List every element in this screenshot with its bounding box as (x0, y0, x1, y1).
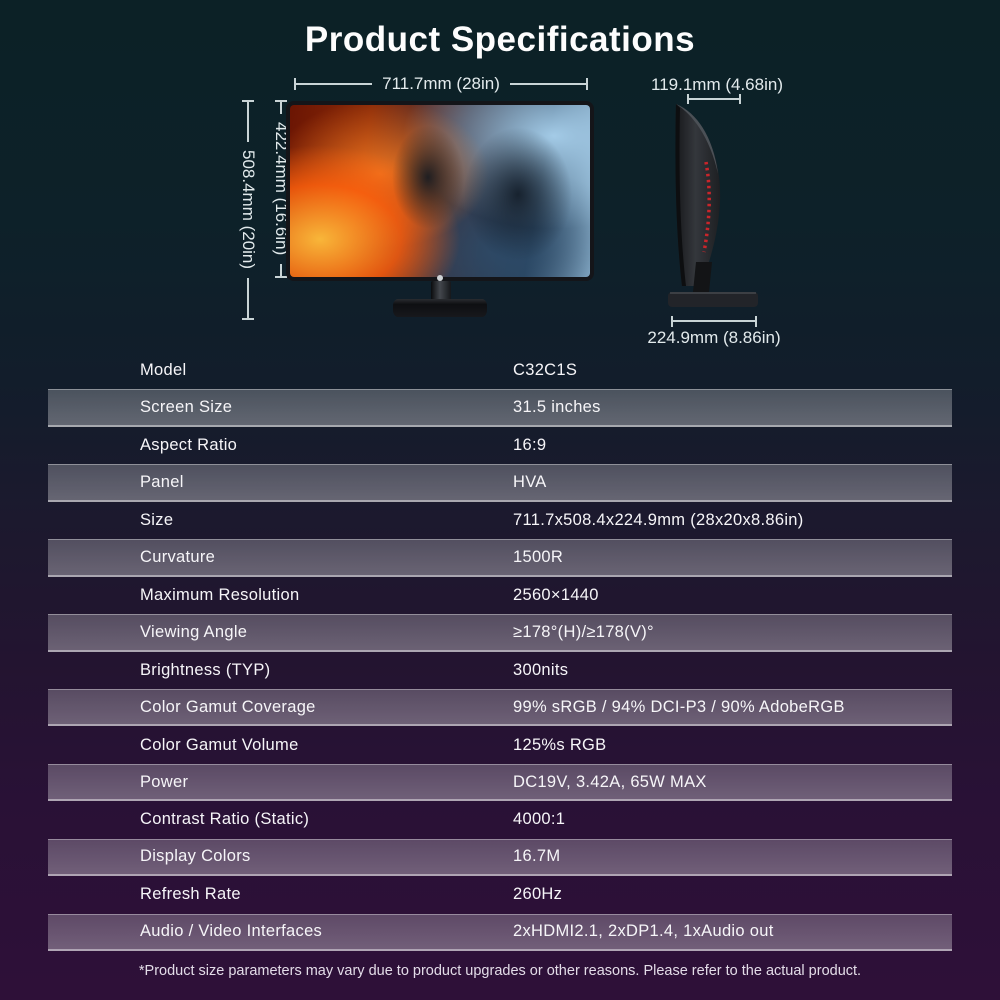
spec-label: Screen Size (140, 398, 233, 417)
spec-value: 2560×1440 (513, 585, 599, 604)
spec-row: Color Gamut Volume 125%s RGB (48, 726, 952, 763)
side-base-label: 224.9mm (8.86in) (647, 328, 781, 347)
spec-row: Curvature 1500R (48, 539, 952, 577)
page-title: Product Specifications (304, 20, 696, 59)
spec-row: Refresh Rate 260Hz (48, 876, 952, 913)
side-base-dimension (671, 314, 757, 328)
spec-label: Size (140, 510, 174, 529)
spec-value: 260Hz (513, 885, 563, 904)
spec-table: Model C32C1S Screen Size 31.5 inches Asp… (48, 352, 952, 951)
dimension-line (247, 102, 249, 143)
monitor-stand-base (393, 299, 487, 317)
dimension-tick (739, 94, 741, 104)
dimension-line (673, 320, 755, 322)
spec-label: Aspect Ratio (140, 436, 238, 455)
spec-row: Display Colors 16.7M (48, 838, 952, 877)
spec-label: Viewing Angle (140, 622, 248, 641)
spec-value: 99% sRGB / 94% DCI-P3 / 90% AdobeRGB (513, 697, 845, 716)
spec-row: Maximum Resolution 2560×1440 (48, 577, 952, 614)
spec-value: DC19V, 3.42A, 65W MAX (513, 772, 707, 791)
spec-value: 300nits (513, 660, 569, 679)
side-depth-dimension (687, 92, 741, 106)
spec-row: Size 711.7x508.4x224.9mm (28x20x8.86in) (48, 502, 952, 539)
side-depth-label: 119.1mm (4.68in) (651, 75, 783, 94)
spec-value: 2xHDMI2.1, 2xDP1.4, 1xAudio out (513, 922, 774, 941)
spec-row: Audio / Video Interfaces 2xHDMI2.1, 2xDP… (48, 913, 952, 951)
dimension-line (689, 98, 739, 100)
red-vent-strip (702, 161, 711, 253)
spec-label: Refresh Rate (140, 885, 241, 904)
dimension-tick (671, 315, 673, 327)
footnote: *Product size parameters may vary due to… (138, 963, 862, 979)
monitor-screen-gamescene (290, 105, 590, 277)
spec-value: 31.5 inches (513, 398, 601, 417)
dimension-line (280, 102, 282, 115)
dimension-tick (275, 276, 287, 279)
brand-logo-dot (437, 275, 443, 281)
dimension-tick (586, 78, 589, 90)
dimension-tick (687, 94, 689, 104)
side-stand-base (668, 292, 758, 307)
spec-value: 711.7x508.4x224.9mm (28x20x8.86in) (513, 510, 804, 529)
spec-value: 16:9 (513, 436, 547, 455)
dimension-line (296, 83, 373, 85)
spec-value: 16.7M (513, 847, 561, 866)
spec-label: Brightness (TYP) (140, 660, 271, 679)
spec-row: Contrast Ratio (Static) 4000:1 (48, 801, 952, 838)
spec-label: Model (140, 361, 187, 380)
dimension-tick (755, 315, 757, 327)
monitor-front-image (286, 101, 594, 281)
spec-label: Power (140, 772, 189, 791)
spec-value: HVA (513, 473, 547, 492)
spec-value: 1500R (513, 547, 564, 566)
front-width-dimension: 711.7mm (28in) (294, 74, 589, 93)
spec-value: C32C1S (513, 361, 578, 380)
dimension-line (509, 83, 587, 85)
dimension-tick (275, 100, 287, 102)
spec-label: Curvature (140, 547, 216, 566)
side-front-edge (675, 104, 686, 286)
dimension-tick (242, 100, 254, 102)
spec-label: Color Gamut Coverage (140, 697, 316, 716)
monitor-side-image (668, 104, 758, 307)
spec-row: Brightness (TYP) 300nits (48, 652, 952, 689)
front-total-height-dimension: 508.4mm (20in) (238, 100, 258, 320)
spec-value: 125%s RGB (513, 735, 607, 754)
front-width-label: 711.7mm (28in) (382, 74, 500, 93)
spec-row: Screen Size 31.5 inches (48, 389, 952, 427)
spec-row: Model C32C1S (48, 352, 952, 389)
spec-label: Color Gamut Volume (140, 735, 299, 754)
spec-label: Maximum Resolution (140, 585, 300, 604)
dimension-line (247, 277, 249, 318)
spec-row: Power DC19V, 3.42A, 65W MAX (48, 763, 952, 802)
spec-value: 4000:1 (513, 810, 566, 829)
spec-row: Viewing Angle ≥178°(H)/≥178(V)° (48, 614, 952, 652)
spec-label: Contrast Ratio (Static) (140, 810, 310, 829)
spec-row: Panel HVA (48, 464, 952, 502)
dimension-tick (242, 318, 254, 320)
spec-label: Audio / Video Interfaces (140, 922, 323, 941)
side-shell (675, 104, 721, 286)
dimension-line (280, 263, 282, 277)
spec-value: ≥178°(H)/≥178(V)° (513, 622, 654, 641)
spec-row: Color Gamut Coverage 99% sRGB / 94% DCI-… (48, 688, 952, 727)
dimension-tick (294, 78, 296, 90)
monitor-stand-neck (431, 281, 451, 302)
front-total-height-label: 508.4mm (20in) (239, 150, 258, 270)
spec-label: Panel (140, 473, 184, 492)
spec-row: Aspect Ratio 16:9 (48, 427, 952, 464)
spec-label: Display Colors (140, 847, 251, 866)
